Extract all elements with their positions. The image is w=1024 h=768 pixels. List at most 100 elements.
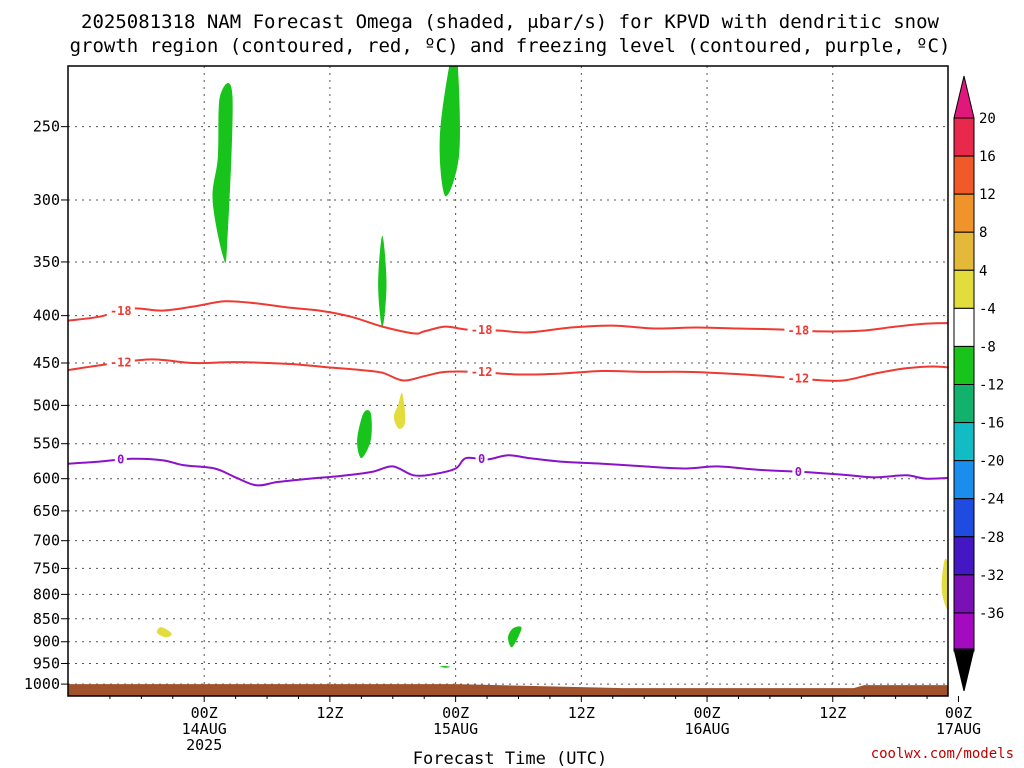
x-tick-label-h12-1: 12Z	[316, 704, 343, 722]
colorbar-swatch-13	[953, 574, 975, 614]
x-tick-label-h72-2: 17AUG	[936, 720, 981, 738]
dgz-12-label-bg-3	[784, 371, 813, 386]
y-tick-label-650: 650	[33, 502, 60, 520]
dgz-12-label-bg-1	[106, 355, 135, 370]
x-tick-label-h48-1: 00Z	[694, 704, 721, 722]
x-tick-label-h24-2: 15AUG	[433, 720, 478, 738]
temperature-contours: -18 -18 -18 -12 -12 -12 0 0 0	[68, 300, 948, 487]
omega-region-3	[378, 235, 387, 328]
colorbar-label-6: -4	[979, 301, 996, 317]
dgz-12-label-bg-2	[467, 365, 496, 380]
x-axis-label: Forecast Time (UTC)	[413, 749, 607, 768]
omega-region-4	[357, 410, 372, 459]
y-tick-label-600: 600	[33, 470, 60, 488]
colorbar-label-10: -20	[979, 454, 1004, 470]
colorbar-label-8: -12	[979, 378, 1004, 394]
x-tick-label-h24-1: 00Z	[442, 704, 469, 722]
y-tick-label-900: 900	[33, 633, 60, 651]
colorbar-top-arrow	[953, 75, 975, 119]
dgz-12-line	[68, 358, 948, 382]
omega-region-2	[439, 66, 460, 197]
colorbar-label-11: -24	[979, 492, 1004, 508]
omega-region-5	[507, 626, 522, 648]
ground-fill	[68, 684, 948, 696]
omega-shading	[156, 66, 948, 668]
y-tick-label-1000: 1000	[24, 675, 60, 693]
dgz-12-label-2: -12	[471, 365, 493, 379]
colorbar-swatch-3	[953, 193, 975, 233]
freezing-level-label-bg-1	[114, 452, 127, 467]
y-tick-label-500: 500	[33, 396, 60, 414]
dgz-18-label-1: -18	[110, 304, 132, 318]
colorbar-label-12: -28	[979, 530, 1004, 546]
omega-region-7	[393, 392, 406, 429]
colorbar-label-2: 16	[979, 149, 996, 165]
y-axis-ticks: 250 300 350 400 450 500 550 600 650 700 750 800 850 9…	[24, 118, 68, 693]
y-tick-label-700: 700	[33, 532, 60, 550]
colorbar-label-9: -16	[979, 416, 1004, 432]
colorbar-swatch-7	[953, 345, 975, 385]
y-tick-label-750: 750	[33, 559, 60, 577]
colorbar-swatch-5	[953, 269, 975, 309]
freezing-level-label-1: 0	[117, 453, 124, 467]
dgz-18-label-3: -18	[788, 323, 810, 337]
ground-terrain	[68, 684, 948, 696]
freezing-level-label-bg-2	[475, 452, 488, 467]
y-tick-label-300: 300	[33, 191, 60, 209]
colorbar-swatch-4	[953, 231, 975, 271]
y-tick-label-550: 550	[33, 435, 60, 453]
y-tick-label-950: 950	[33, 654, 60, 672]
colorbar-swatch-11	[953, 498, 975, 538]
colorbar-swatch-6	[953, 307, 975, 347]
x-tick-label-h48-2: 16AUG	[684, 720, 729, 738]
chart-title-line-2: growth region (contoured, red, ºC) and f…	[70, 35, 951, 57]
omega-region-8	[156, 627, 172, 638]
plot-frame	[67, 65, 949, 697]
freezing-level-label-2: 0	[478, 452, 485, 466]
colorbar-label-13: -32	[979, 568, 1004, 584]
credit-text: coolwx.com/models	[871, 746, 1014, 762]
x-tick-label-h72-1: 00Z	[945, 704, 972, 722]
freezing-level-label-3: 0	[795, 465, 802, 479]
omega-region-1	[212, 83, 233, 264]
omega-colorbar: 20 16 12 8 4 -4 -8 -12 -16 -20 -24 -28 -32 -36	[953, 75, 1004, 692]
colorbar-swatch-14	[953, 612, 975, 652]
dgz-18-label-bg-2	[467, 322, 496, 337]
y-tick-label-350: 350	[33, 253, 60, 271]
omega-region-9	[941, 558, 948, 610]
colorbar-label-3: 12	[979, 187, 996, 203]
colorbar-swatch-9	[953, 422, 975, 462]
colorbar-swatch-2	[953, 155, 975, 195]
plot-area: -18 -18 -18 -12 -12 -12 0 0 0	[67, 65, 949, 697]
y-tick-label-850: 850	[33, 610, 60, 628]
x-tick-label-h0-3: 2025	[186, 736, 222, 754]
colorbar-swatch-10	[953, 460, 975, 500]
colorbar-swatch-1	[953, 117, 975, 157]
y-tick-label-800: 800	[33, 585, 60, 603]
dgz-12-label-1: -12	[110, 356, 132, 370]
chart-title-line-1: 2025081318 NAM Forecast Omega (shaded, μ…	[81, 11, 939, 33]
colorbar-label-7: -8	[979, 339, 996, 355]
freezing-level-label-bg-3	[792, 464, 805, 479]
y-tick-label-250: 250	[33, 118, 60, 136]
dgz-18-label-bg-3	[784, 323, 813, 338]
colorbar-bottom-arrow	[953, 648, 975, 692]
x-tick-label-h0-1: 00Z	[191, 704, 218, 722]
colorbar-label-1: 20	[979, 111, 996, 127]
y-tick-label-400: 400	[33, 307, 60, 325]
dgz-18-label-bg-1	[106, 304, 135, 319]
dgz-18-line	[68, 300, 948, 335]
colorbar-swatch-8	[953, 384, 975, 424]
colorbar-label-5: 4	[979, 263, 987, 279]
omega-region-6	[439, 665, 451, 668]
x-tick-label-h36-1: 12Z	[568, 704, 595, 722]
x-tick-label-h0-2: 14AUG	[182, 720, 227, 738]
colorbar-label-4: 8	[979, 225, 987, 241]
freezing-level-line	[68, 454, 948, 487]
x-tick-label-h60-1: 12Z	[819, 704, 846, 722]
dgz-18-label-2: -18	[471, 323, 493, 337]
colorbar-swatch-12	[953, 536, 975, 576]
dgz-12-label-3: -12	[788, 372, 810, 386]
